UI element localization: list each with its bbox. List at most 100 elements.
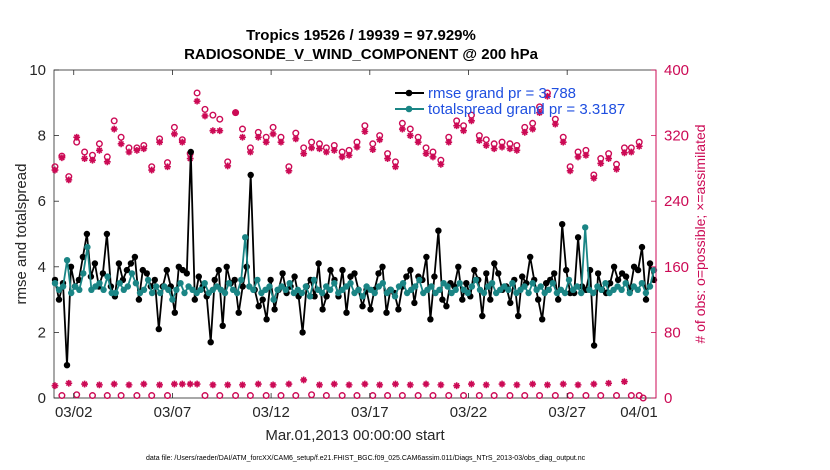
totalspread-point: [128, 270, 136, 277]
obs-possible-marker: [292, 392, 300, 400]
totalspread-point: [327, 286, 334, 293]
obs-possible-marker: [406, 125, 414, 133]
totalspread-point: [582, 224, 589, 231]
obs-assimilated-marker: [164, 163, 171, 171]
obs-possible-marker: [216, 392, 224, 400]
rmse-point: [267, 276, 274, 284]
totalspread-point: [626, 289, 633, 297]
totalspread-point: [165, 286, 172, 293]
obs-assimilated-marker: [437, 381, 445, 389]
obs-assimilated-marker: [551, 120, 559, 128]
obs-assimilated-marker: [201, 112, 209, 120]
obs-assimilated-marker: [475, 137, 483, 144]
totalspread-point: [537, 283, 544, 290]
rmse-point: [151, 276, 158, 284]
rmse-point: [431, 273, 438, 280]
totalspread-point: [347, 280, 354, 287]
rmse-point: [319, 306, 326, 313]
obs-possible-marker: [414, 392, 422, 400]
obs-assimilated-marker: [468, 117, 475, 125]
obs-possible-marker: [148, 392, 156, 400]
obs-possible-marker: [163, 392, 171, 400]
totalspread-point: [104, 273, 111, 280]
rmse-point: [231, 276, 238, 284]
obs-assimilated-marker: [536, 109, 543, 117]
x-tick-label: 03/07: [154, 404, 192, 421]
totalspread-point: [286, 280, 293, 287]
obs-assimilated-marker: [224, 381, 232, 389]
obs-possible-marker: [398, 392, 406, 400]
obs-assimilated-marker: [65, 176, 73, 184]
totalspread-point: [573, 283, 581, 290]
obs-assimilated-marker: [110, 380, 118, 388]
rmse-point: [271, 306, 278, 313]
totalspread-point: [488, 280, 496, 287]
rmse-point: [187, 148, 194, 156]
rmse-point: [131, 253, 139, 261]
totalspread-point: [157, 289, 164, 297]
obs-possible-marker: [384, 392, 392, 400]
obs-possible-marker: [58, 392, 66, 400]
obs-possible-marker: [639, 394, 647, 402]
rmse-point: [79, 253, 87, 261]
obs-assimilated-marker: [597, 160, 605, 167]
obs-assimilated-marker: [460, 127, 467, 135]
obs-assimilated-marker: [513, 381, 521, 389]
obs-possible-marker: [209, 111, 217, 119]
rmse-point: [435, 227, 442, 234]
x-tick-label: 03/02: [55, 404, 93, 421]
legend-rmse-marker: [405, 89, 413, 97]
totalspread-point: [282, 286, 289, 293]
obs-assimilated-marker: [574, 153, 582, 161]
obs-possible-marker: [133, 392, 141, 400]
rmse-point: [527, 253, 534, 261]
obs-possible-marker: [216, 115, 224, 123]
y-tick-label-right: 240: [664, 193, 689, 210]
totalspread-point: [331, 280, 338, 287]
rmse-point: [359, 303, 366, 310]
totalspread-point: [270, 296, 277, 303]
obs-assimilated-marker: [376, 136, 384, 144]
obs-assimilated-marker: [269, 381, 277, 389]
totalspread-point: [428, 283, 435, 290]
obs-assimilated-marker: [498, 143, 506, 151]
obs-assimilated-marker: [156, 138, 163, 146]
obs-assimilated-marker: [110, 125, 118, 133]
totalspread-point: [525, 289, 532, 297]
totalspread-point: [549, 280, 556, 287]
rmse-point: [299, 329, 306, 336]
obs-assimilated-marker: [178, 138, 186, 146]
totalspread-point: [412, 283, 419, 290]
obs-assimilated-marker: [285, 167, 293, 175]
totalspread-point: [148, 289, 156, 297]
totalspread-point: [545, 286, 552, 293]
obs-assimilated-marker: [51, 382, 59, 390]
rmse-point: [590, 342, 598, 349]
obs-assimilated-marker: [544, 92, 551, 100]
obs-possible-marker: [521, 392, 529, 400]
rmse-point: [606, 280, 614, 287]
rmse-point: [195, 273, 202, 280]
rmse-point: [395, 306, 402, 313]
totalspread-point: [464, 289, 471, 297]
totalspread-point: [225, 280, 233, 287]
obs-assimilated-marker: [453, 122, 461, 130]
rmse-point: [367, 306, 374, 313]
totalspread-point: [169, 296, 176, 303]
rmse-point: [455, 263, 462, 270]
legend-spread-text: totalspread grand pr = 3.3187: [428, 101, 625, 118]
rmse-point: [574, 234, 582, 241]
rmse-point: [255, 303, 262, 310]
totalspread-point: [181, 289, 188, 297]
obs-assimilated-marker: [171, 130, 178, 138]
rmse-point: [163, 266, 170, 274]
y-tick-label-left: 6: [38, 193, 46, 210]
totalspread-point: [242, 234, 249, 241]
totalspread-point: [84, 243, 91, 251]
totalspread-point: [124, 283, 131, 290]
obs-possible-marker: [338, 392, 346, 400]
obs-assimilated-marker: [398, 125, 406, 133]
obs-possible-marker: [170, 123, 178, 131]
rmse-point: [515, 312, 522, 320]
rmse-point: [211, 276, 218, 284]
